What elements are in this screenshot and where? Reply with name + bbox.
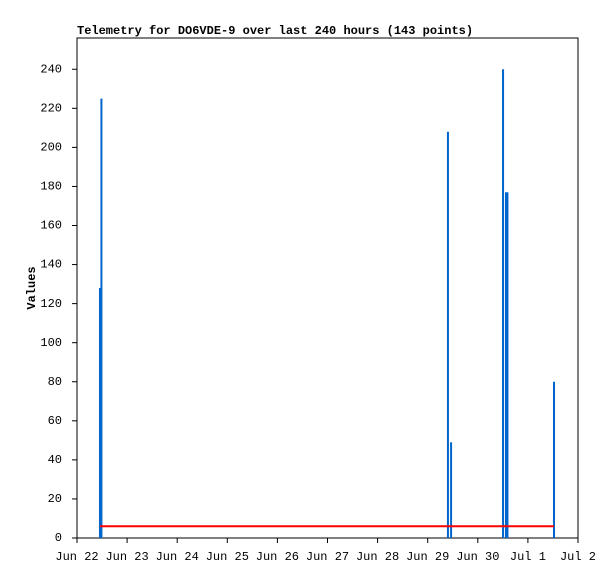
bar [446,131,449,538]
bar [100,98,103,538]
y-tick-label: 160 [40,219,62,233]
x-tick-label: Jun 23 [105,550,148,564]
x-tick-label: Jun 25 [206,550,249,564]
bar [506,192,509,538]
y-tick-label: 140 [40,258,62,272]
x-tick-label: Jun 24 [156,550,199,564]
x-tick-label: Jun 30 [456,550,499,564]
x-tick-label: Jun 22 [55,550,98,564]
x-tick-label: Jul 1 [510,550,546,564]
bar [450,442,453,538]
bar [552,381,555,538]
y-tick-label: 80 [48,375,62,389]
x-tick-label: Jun 29 [406,550,449,564]
y-tick-label: 220 [40,101,62,115]
x-tick-label: Jun 28 [356,550,399,564]
y-tick-label: 60 [48,414,62,428]
y-tick-label: 20 [48,492,62,506]
x-tick-label: Jun 26 [256,550,299,564]
y-tick-label: 0 [55,531,62,545]
y-tick-label: 200 [40,141,62,155]
y-tick-label: 120 [40,297,62,311]
chart-title: Telemetry for DO6VDE-9 over last 240 hou… [77,24,473,38]
x-tick-label: Jul 2 [560,550,596,564]
x-tick-label: Jun 27 [306,550,349,564]
y-tick-label: 240 [40,62,62,76]
y-axis-label: Values [25,266,39,309]
bar [502,69,505,538]
bar [98,288,101,538]
y-tick-label: 100 [40,336,62,350]
y-tick-label: 180 [40,180,62,194]
bar [504,192,507,538]
y-tick-label: 40 [48,453,62,467]
